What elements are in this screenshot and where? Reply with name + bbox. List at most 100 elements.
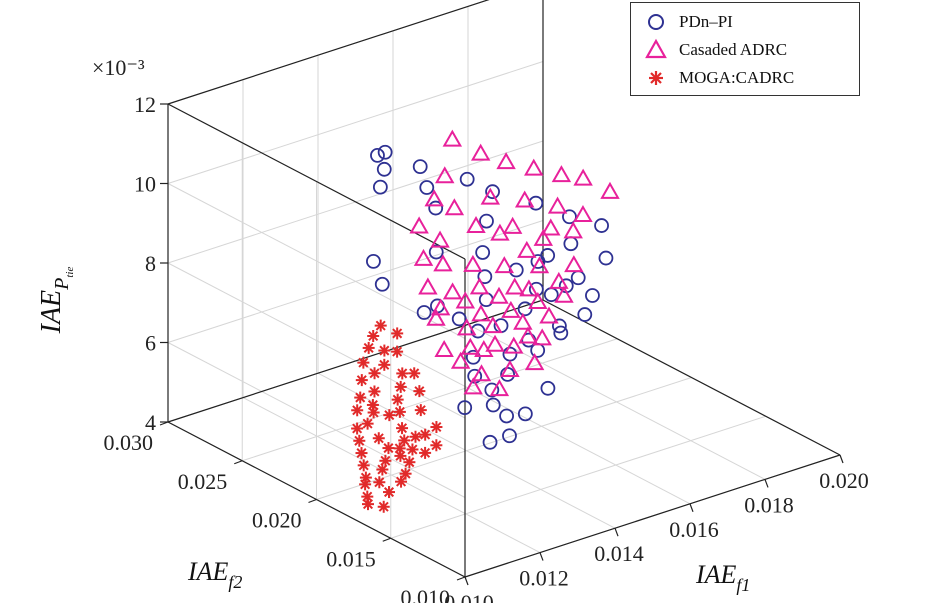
data-point-cascaded-adrc	[573, 168, 593, 186]
data-point-moga-cadrc	[357, 459, 370, 472]
legend-item-pdn-pi: PDn–PI	[631, 9, 859, 35]
data-point-moga-cadrc	[355, 447, 368, 460]
data-point-pdn-pi	[366, 253, 381, 269]
data-point-moga-cadrc	[394, 449, 407, 462]
x-tick-label: 0.010	[444, 590, 494, 603]
data-point-moga-cadrc	[382, 442, 395, 455]
data-point-pdn-pi	[594, 218, 609, 233]
data-point-moga-cadrc	[368, 385, 381, 398]
data-point-moga-cadrc	[379, 454, 392, 467]
z-tick-label: 10	[134, 172, 156, 197]
data-point-moga-cadrc	[374, 319, 387, 332]
data-point-cascaded-adrc	[502, 216, 523, 234]
data-point-cascaded-adrc	[490, 223, 510, 241]
data-point-pdn-pi	[465, 349, 481, 365]
data-point-cascaded-adrc	[573, 205, 593, 223]
y-tick-mark	[308, 498, 317, 504]
data-point-cascaded-adrc	[434, 339, 454, 357]
data-point-cascaded-adrc	[433, 254, 453, 272]
x-tick-mark	[764, 479, 769, 488]
data-point-pdn-pi	[543, 287, 559, 303]
x-tick-label: 0.016	[669, 517, 719, 542]
data-point-cascaded-adrc	[517, 240, 537, 258]
data-point-cascaded-adrc	[442, 129, 463, 147]
data-point-pdn-pi	[517, 406, 533, 422]
data-point-moga-cadrc	[377, 500, 390, 513]
data-point-cascaded-adrc	[444, 198, 465, 216]
legend-label-cascaded-adrc: Casaded ADRC	[679, 40, 788, 59]
legend-item-moga-cadrc: MOGA:CADRC	[631, 65, 859, 91]
data-point-pdn-pi	[530, 342, 546, 358]
z-tick-label: 8	[145, 251, 156, 276]
z-tick-label: 12	[134, 92, 156, 117]
data-point-moga-cadrc	[395, 475, 408, 488]
data-point-pdn-pi	[530, 254, 546, 269]
wall-grid-line	[167, 220, 544, 343]
data-point-cascaded-adrc	[485, 334, 505, 352]
data-point-cascaded-adrc	[563, 221, 583, 239]
marker-layer	[351, 129, 620, 513]
data-point-cascaded-adrc	[496, 152, 516, 170]
data-point-moga-cadrc	[383, 409, 396, 422]
data-point-pdn-pi	[482, 434, 498, 450]
data-point-cascaded-adrc	[409, 216, 429, 234]
data-point-moga-cadrc	[394, 380, 407, 393]
data-point-cascaded-adrc	[514, 190, 535, 208]
data-point-moga-cadrc	[406, 443, 419, 456]
data-point-moga-cadrc	[367, 406, 380, 419]
data-point-moga-cadrc	[413, 385, 426, 398]
data-point-moga-cadrc	[357, 356, 370, 369]
y-axis-label: IAEf2	[187, 557, 242, 592]
x-tick-mark	[539, 552, 544, 561]
triangle-marker-icon	[645, 38, 667, 59]
data-point-moga-cadrc	[409, 430, 422, 443]
data-point-cascaded-adrc	[554, 285, 574, 303]
data-point-moga-cadrc	[362, 341, 375, 354]
data-point-pdn-pi	[563, 236, 579, 252]
wall-grid-line	[167, 262, 466, 419]
data-point-pdn-pi	[577, 307, 593, 322]
data-point-moga-cadrc	[391, 345, 404, 358]
data-point-moga-cadrc	[383, 486, 396, 499]
data-point-pdn-pi	[457, 400, 473, 416]
x-tick-mark	[614, 527, 619, 537]
data-point-cascaded-adrc	[442, 282, 463, 300]
y-tick-label: 0.030	[104, 430, 154, 455]
data-point-pdn-pi	[372, 179, 388, 195]
data-point-cascaded-adrc	[524, 158, 544, 176]
y-tick-label: 0.010	[401, 585, 451, 603]
data-point-cascaded-adrc	[551, 165, 572, 183]
data-point-cascaded-adrc	[547, 196, 568, 214]
data-point-cascaded-adrc	[424, 189, 444, 207]
data-point-cascaded-adrc	[600, 181, 620, 199]
data-point-moga-cadrc	[359, 478, 372, 491]
data-point-moga-cadrc	[378, 344, 391, 357]
legend-label-moga-cadrc: MOGA:CADRC	[679, 68, 795, 87]
legend-item-cascaded-adrc: Casaded ADRC	[631, 37, 859, 63]
data-point-cascaded-adrc	[541, 218, 561, 236]
data-point-cascaded-adrc	[519, 279, 539, 297]
data-point-pdn-pi	[370, 148, 385, 163]
data-point-cascaded-adrc	[463, 377, 483, 395]
x-tick-mark	[839, 454, 844, 464]
tick-layer: 0.010 0.012 0.014 0.016 0.018 0.020 0.010 0.015…	[104, 92, 869, 603]
data-point-cascaded-adrc	[463, 254, 483, 272]
data-point-cascaded-adrc	[413, 248, 434, 266]
z-tick-label: 6	[145, 331, 156, 356]
data-point-moga-cadrc	[378, 358, 391, 371]
data-point-pdn-pi	[502, 346, 518, 362]
data-point-pdn-pi	[553, 325, 569, 341]
x-tick-label: 0.014	[594, 541, 644, 566]
data-point-pdn-pi	[499, 408, 514, 424]
data-point-cascaded-adrc	[450, 351, 471, 369]
data-point-pdn-pi	[376, 161, 392, 177]
data-point-cascaded-adrc	[533, 228, 554, 246]
data-point-pdn-pi	[459, 171, 475, 187]
data-point-moga-cadrc	[393, 405, 406, 418]
data-point-pdn-pi	[484, 382, 500, 398]
x-tick-label: 0.018	[744, 492, 794, 517]
data-point-cascaded-adrc	[489, 379, 510, 397]
data-point-moga-cadrc	[403, 456, 416, 469]
data-point-cascaded-adrc	[532, 328, 552, 346]
